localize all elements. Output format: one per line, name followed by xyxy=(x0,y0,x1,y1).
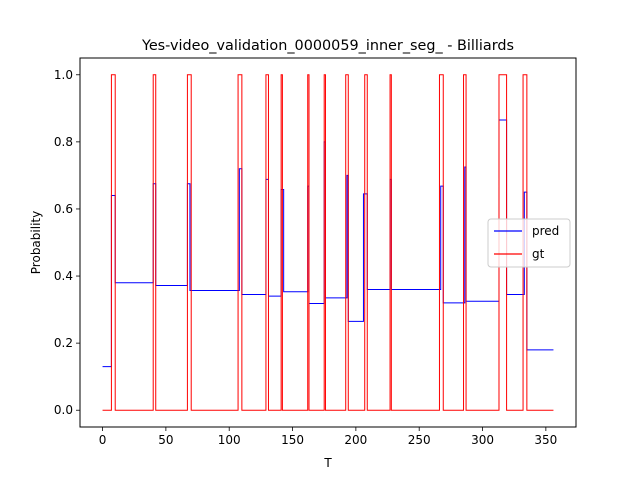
x-tick-label: 100 xyxy=(218,433,241,447)
legend: pred gt xyxy=(487,218,571,268)
y-axis: 0.0 0.2 0.4 0.6 0.8 1.0 xyxy=(54,68,80,417)
y-tick-label: 0.6 xyxy=(54,202,73,216)
legend-label-gt: gt xyxy=(532,247,545,261)
x-tick-label: 150 xyxy=(281,433,304,447)
y-axis-label: Probability xyxy=(29,211,43,274)
y-tick-label: 0.4 xyxy=(54,269,73,283)
legend-label-pred: pred xyxy=(532,224,559,238)
series-line-gt xyxy=(102,74,554,411)
x-tick-label: 50 xyxy=(158,433,173,447)
x-axis-label: T xyxy=(323,456,332,470)
x-tick-label: 0 xyxy=(99,433,107,447)
y-tick-label: 1.0 xyxy=(54,68,73,82)
x-tick-label: 200 xyxy=(344,433,367,447)
x-tick-label: 350 xyxy=(534,433,557,447)
y-tick-label: 0.2 xyxy=(54,336,73,350)
y-tick-label: 0.0 xyxy=(54,403,73,417)
plot-area-frame xyxy=(79,57,577,428)
x-axis: 0 50 100 150 200 250 300 350 xyxy=(99,427,557,447)
chart-title: Yes-video_validation_0000059_inner_seg_ … xyxy=(141,38,514,54)
x-tick-label: 300 xyxy=(471,433,494,447)
x-tick-label: 250 xyxy=(408,433,431,447)
y-tick-label: 0.8 xyxy=(54,135,73,149)
